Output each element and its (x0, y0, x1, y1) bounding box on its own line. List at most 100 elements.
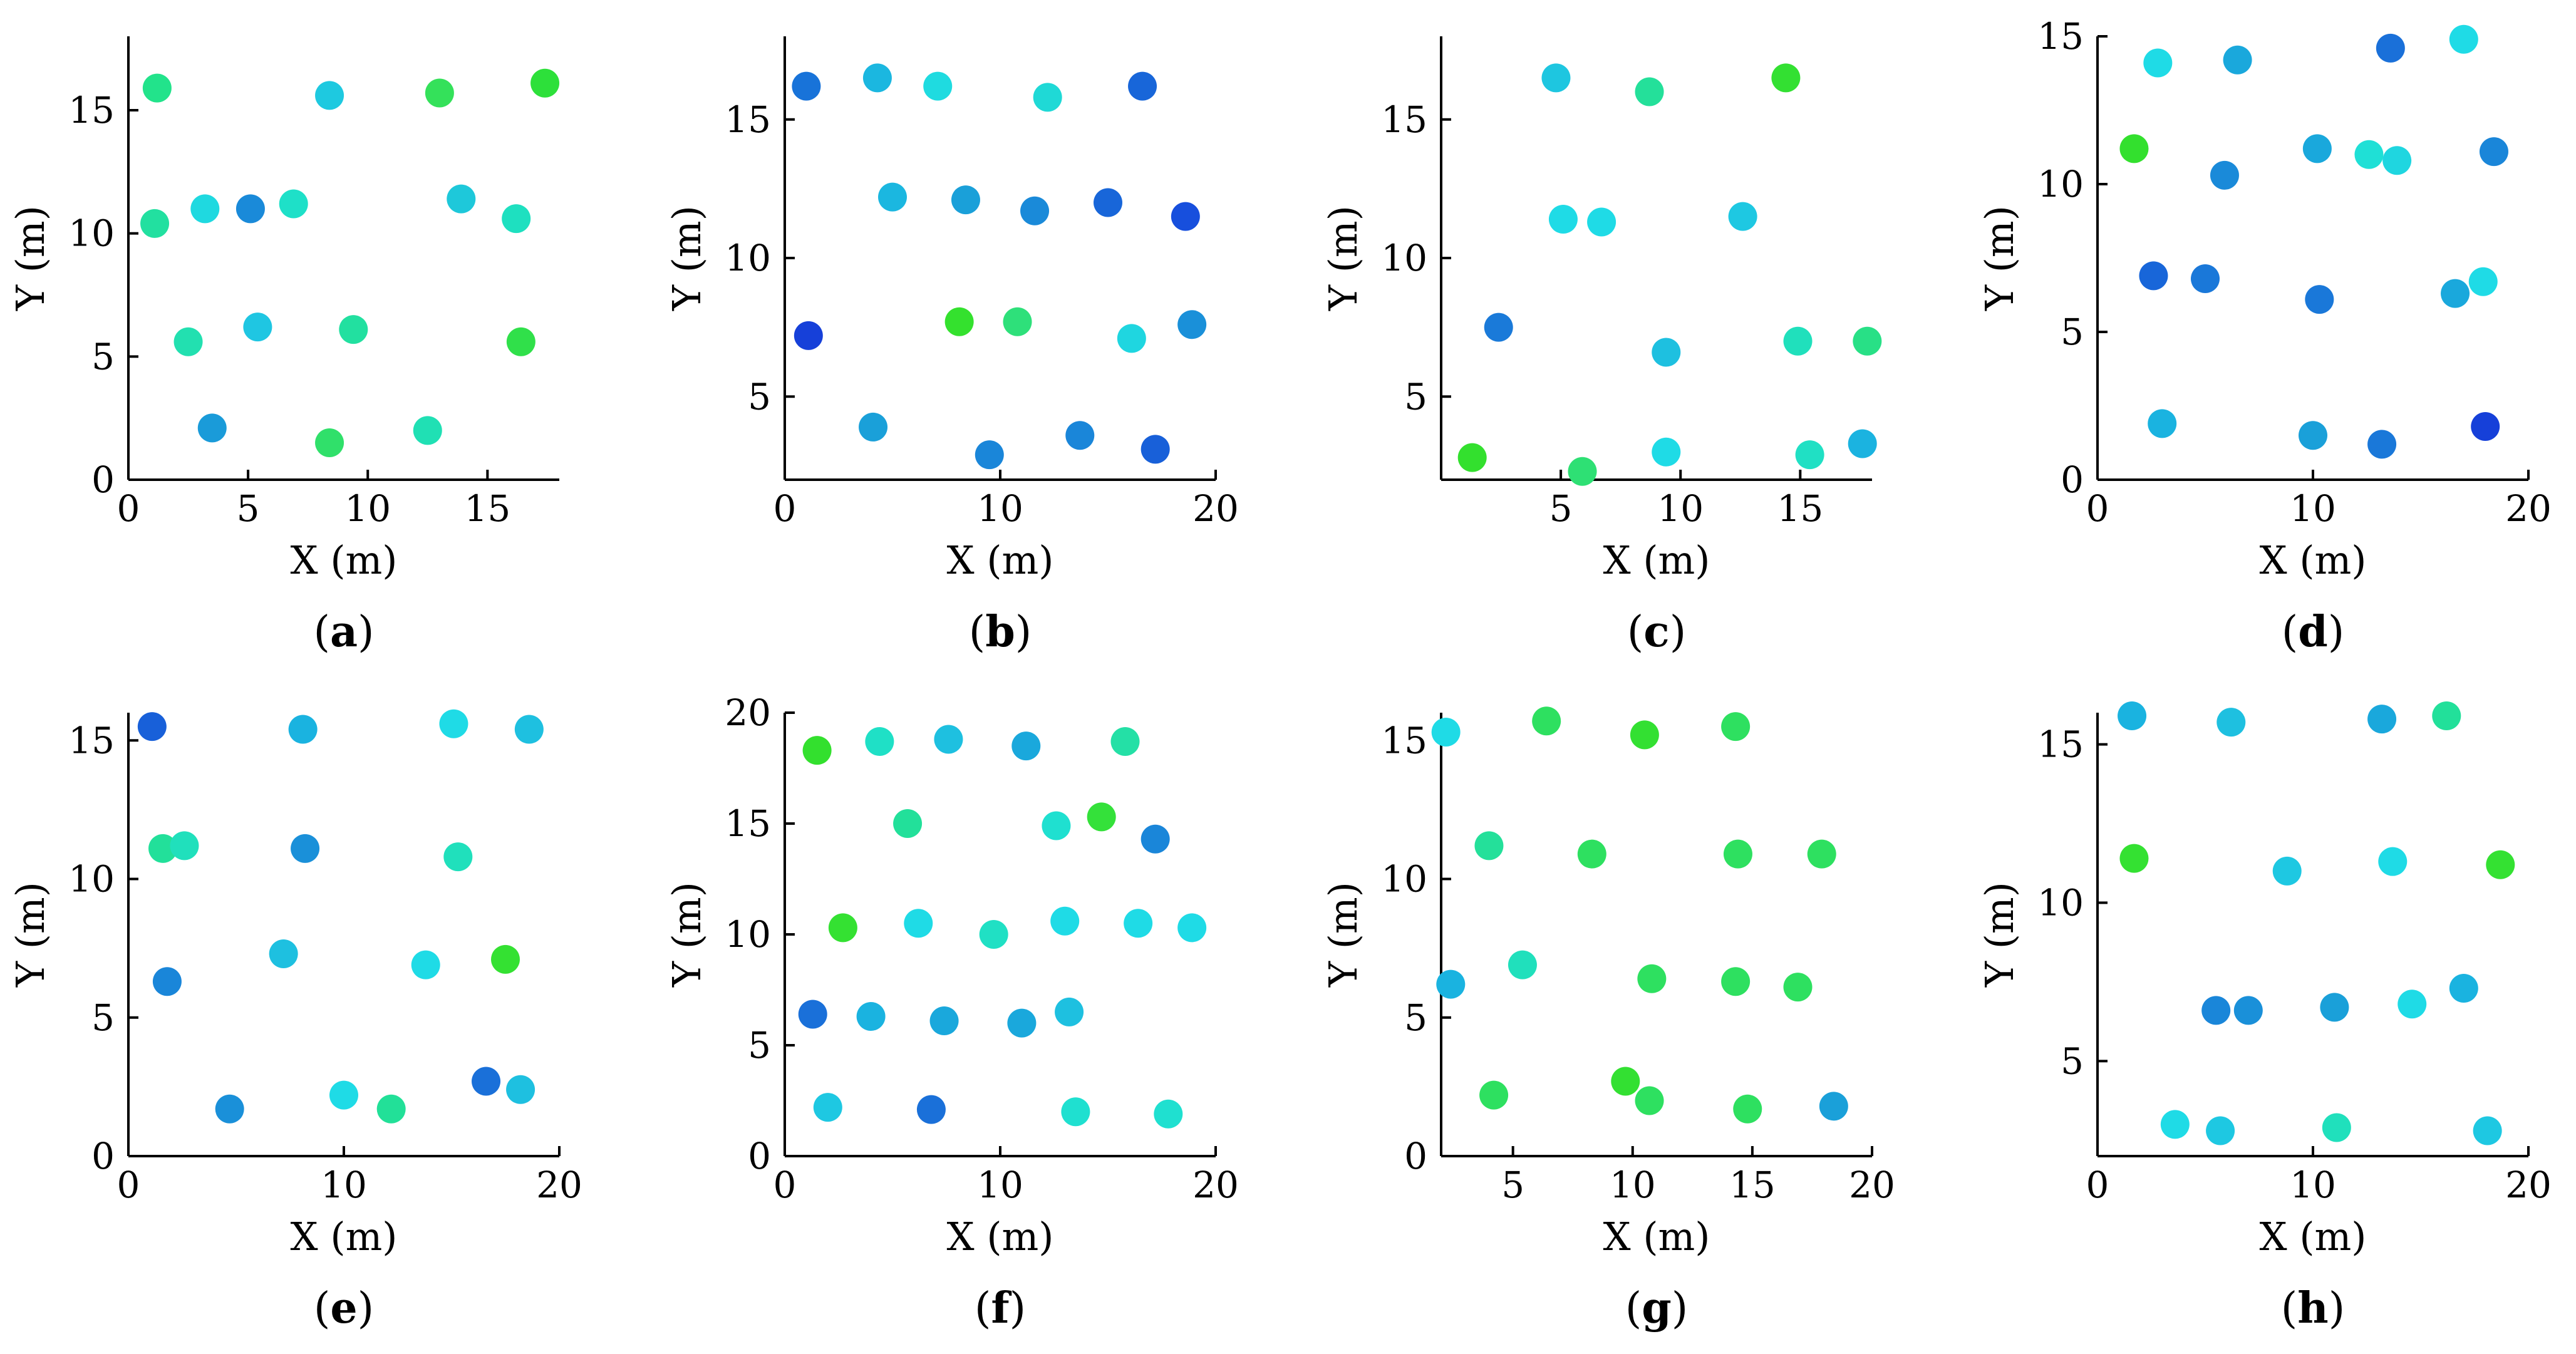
x-tick-label-g: 10 (1610, 1164, 1656, 1206)
data-point-f-7 (1087, 802, 1116, 832)
data-point-h-1 (2216, 708, 2246, 737)
x-tick-label-b: 10 (977, 487, 1023, 530)
data-point-f-8 (1141, 824, 1170, 854)
data-point-d-4 (2119, 134, 2149, 163)
y-tick-label-b: 10 (725, 237, 771, 279)
data-point-d-17 (2367, 430, 2397, 459)
data-point-c-7 (1652, 338, 1681, 367)
data-point-f-18 (1007, 1008, 1037, 1038)
data-point-a-9 (502, 204, 531, 234)
data-point-f-14 (1177, 913, 1207, 943)
data-point-e-1 (288, 715, 318, 744)
data-point-b-3 (1033, 83, 1062, 112)
x-tick-label-f: 10 (977, 1164, 1023, 1206)
y-tick-label-e: 5 (91, 996, 115, 1039)
data-point-b-9 (1171, 202, 1200, 231)
data-point-g-8 (1436, 969, 1466, 999)
y-tick-label-b: 15 (725, 98, 771, 141)
data-point-h-10 (2320, 993, 2349, 1022)
y-tick-label-f: 20 (725, 691, 771, 734)
data-point-f-9 (828, 913, 857, 943)
data-point-h-12 (2449, 973, 2478, 1003)
data-point-d-3 (2449, 24, 2478, 54)
data-point-a-4 (140, 209, 170, 238)
panel-h: 0 10 20 5 10 15 X (m) Y (m) (h) (1977, 701, 2552, 1333)
panel-c: 5 10 15 5 10 15 X (m) Y (m) (c) (1320, 36, 1882, 657)
y-tick-label-g: 5 (1404, 996, 1427, 1039)
data-point-b-8 (1094, 188, 1122, 217)
data-point-b-14 (1177, 310, 1207, 339)
x-tick-label-c: 10 (1657, 487, 1704, 530)
data-point-c-0 (1541, 63, 1571, 93)
data-point-b-6 (951, 185, 980, 215)
y-axis-label-g: Y (m) (1320, 882, 1366, 988)
data-point-a-6 (235, 194, 265, 224)
x-tick-label-g: 5 (1501, 1164, 1524, 1206)
data-point-c-6 (1484, 313, 1513, 342)
y-tick-label-h: 15 (2037, 723, 2084, 766)
panel-a: 0 5 10 15 0 5 10 15 X (m) Y (m) (a) (8, 36, 560, 657)
data-point-e-15 (472, 1067, 501, 1096)
x-tick-label-c: 15 (1777, 487, 1823, 530)
y-tick-label-d: 0 (2061, 458, 2084, 501)
data-point-a-12 (339, 315, 368, 344)
x-tick-label-h: 0 (2086, 1164, 2109, 1206)
data-point-e-0 (137, 712, 167, 742)
data-point-g-12 (1783, 973, 1813, 1002)
data-point-d-6 (2302, 134, 2332, 163)
data-point-g-10 (1637, 964, 1667, 993)
data-point-g-13 (1479, 1080, 1509, 1110)
data-point-c-2 (1771, 63, 1801, 93)
data-point-f-1 (865, 727, 894, 757)
y-tick-label-e: 0 (91, 1135, 115, 1177)
data-point-f-22 (1061, 1097, 1090, 1127)
data-point-f-0 (802, 736, 832, 765)
data-point-g-0 (1431, 717, 1461, 747)
y-tick-label-f: 15 (725, 802, 771, 845)
data-point-c-8 (1783, 326, 1813, 356)
data-point-e-6 (291, 834, 320, 863)
data-point-d-18 (2471, 412, 2500, 442)
panel-label-g: (g) (1625, 1283, 1689, 1333)
data-point-a-3 (530, 68, 560, 98)
data-point-g-6 (1723, 839, 1752, 869)
data-point-d-16 (2299, 421, 2327, 450)
data-point-g-11 (1721, 967, 1751, 996)
data-point-g-4 (1474, 831, 1504, 860)
data-point-e-16 (506, 1075, 535, 1104)
y-tick-label-h: 10 (2037, 881, 2084, 924)
data-point-h-5 (2272, 856, 2302, 886)
data-point-d-12 (2305, 285, 2334, 314)
data-point-f-13 (1124, 909, 1153, 938)
y-axis-label-d: Y (m) (1977, 205, 2022, 311)
data-point-g-16 (1733, 1094, 1762, 1124)
panel-label-h: (h) (2281, 1283, 2346, 1333)
x-tick-label-f: 0 (773, 1164, 797, 1206)
y-tick-label-e: 10 (68, 858, 115, 901)
data-point-h-8 (2201, 996, 2231, 1025)
x-axis-label-e: X (m) (290, 1214, 397, 1259)
y-tick-label-f: 5 (748, 1024, 771, 1067)
x-tick-label-d: 10 (2290, 487, 2336, 530)
data-point-d-9 (2479, 137, 2508, 167)
y-tick-label-f: 10 (725, 913, 771, 956)
data-point-a-10 (173, 327, 203, 356)
data-point-g-15 (1635, 1086, 1664, 1115)
data-point-b-2 (923, 71, 953, 101)
data-point-f-3 (1011, 731, 1041, 761)
data-point-f-6 (1042, 811, 1071, 840)
data-point-h-15 (2322, 1113, 2351, 1142)
data-point-c-10 (1457, 443, 1487, 472)
data-point-b-15 (859, 412, 888, 442)
y-tick-label-h: 5 (2061, 1040, 2084, 1082)
panel-label-c: (c) (1627, 607, 1686, 657)
data-point-b-4 (1128, 71, 1157, 101)
data-point-d-0 (2143, 48, 2173, 78)
panel-label-a: (a) (313, 607, 374, 657)
data-point-a-1 (315, 81, 344, 110)
x-tick-label-b: 0 (773, 487, 797, 530)
data-point-a-13 (506, 327, 535, 356)
data-point-d-13 (2441, 279, 2470, 308)
data-point-a-5 (190, 194, 220, 224)
